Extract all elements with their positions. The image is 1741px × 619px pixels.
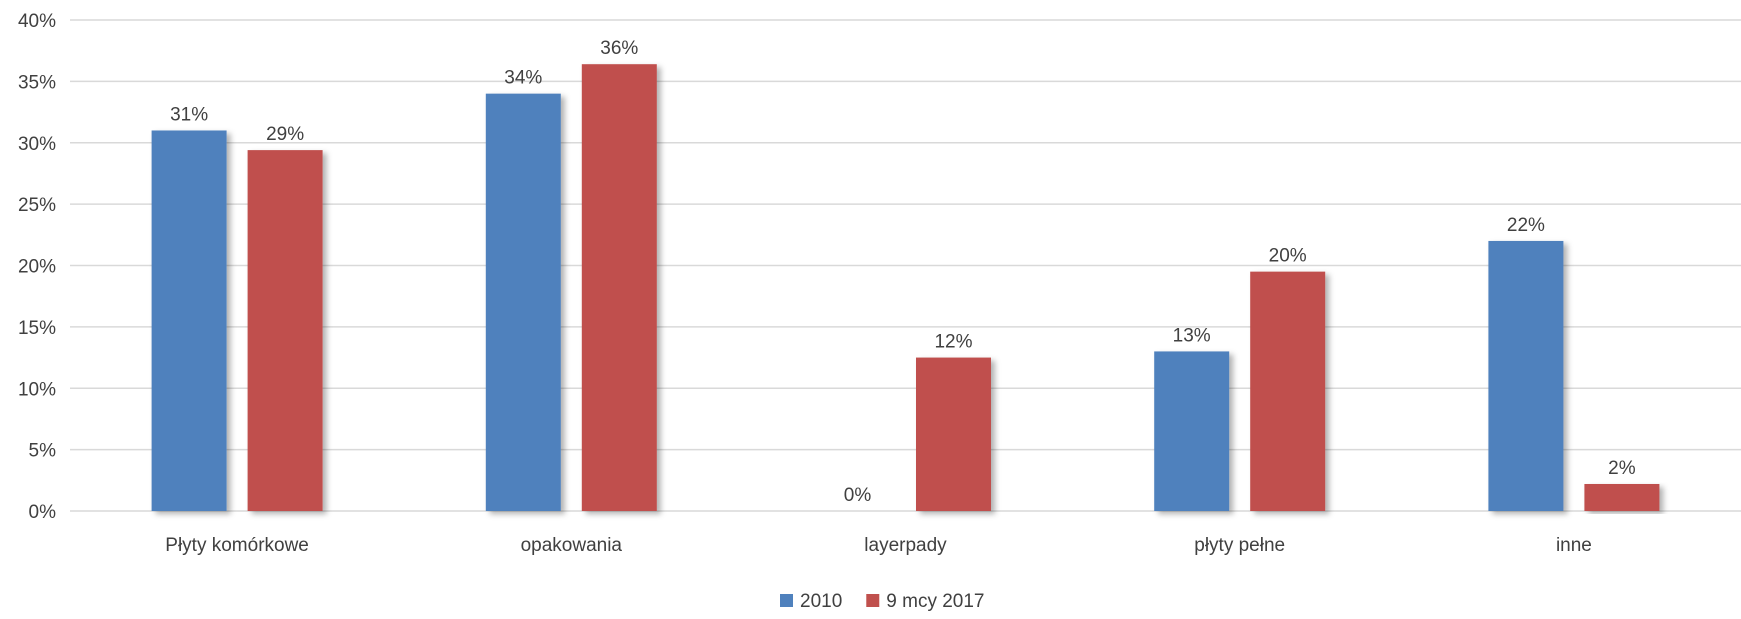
y-tick-label: 30% [18, 134, 56, 155]
legend-label: 2010 [800, 591, 842, 612]
data-label: 20% [1269, 246, 1307, 267]
y-tick-label: 20% [18, 257, 56, 278]
data-label: 12% [934, 332, 972, 353]
bar [485, 93, 561, 512]
x-tick-label: inne [1556, 535, 1592, 556]
data-label: 0% [844, 485, 872, 506]
data-label: 34% [504, 68, 542, 89]
bar [1154, 351, 1230, 511]
bar [1488, 240, 1564, 511]
y-tick-label: 0% [29, 502, 57, 523]
bar [151, 130, 227, 511]
x-tick-label: layerpady [864, 535, 947, 556]
bar [247, 150, 323, 512]
data-label: 22% [1507, 215, 1545, 236]
y-tick-label: 5% [29, 441, 57, 462]
bar [1584, 483, 1660, 511]
legend-swatch [780, 594, 793, 607]
legend-label: 9 mcy 2017 [886, 591, 984, 612]
legend-swatch [866, 594, 880, 607]
y-tick-label: 35% [18, 72, 56, 93]
data-label: 29% [266, 124, 304, 145]
x-tick-label: płyty pełne [1194, 535, 1285, 556]
bar [581, 64, 657, 511]
y-tick-label: 10% [18, 379, 56, 400]
y-tick-label: 25% [18, 195, 56, 216]
data-label: 2% [1608, 458, 1636, 479]
data-label: 13% [1173, 325, 1211, 346]
bar [1250, 271, 1326, 511]
data-label: 36% [600, 38, 638, 59]
x-tick-label: Płyty komórkowe [165, 535, 309, 556]
x-tick-label: opakowania [521, 535, 623, 556]
y-tick-label: 15% [18, 318, 56, 339]
data-label: 31% [170, 104, 208, 125]
bar [916, 357, 991, 511]
y-tick-label: 40% [18, 11, 56, 32]
